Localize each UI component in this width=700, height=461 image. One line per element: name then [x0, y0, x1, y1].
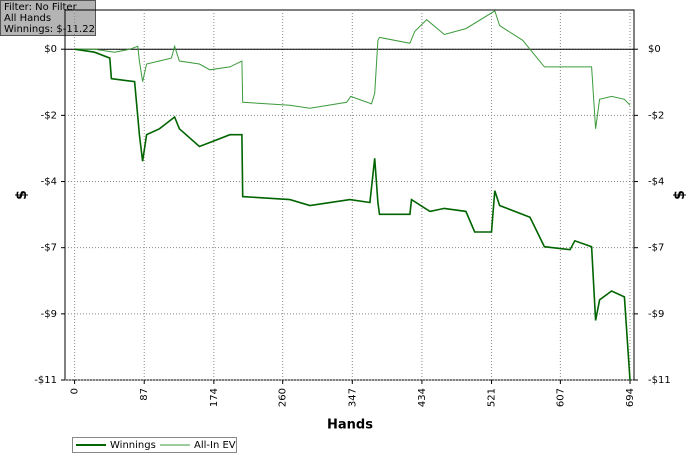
plot-frame [64, 9, 635, 381]
y2-tick-label: $0 [648, 44, 661, 55]
y2-tick-label: -$2 [648, 110, 664, 121]
x-tick-label: 607 [555, 388, 566, 407]
x-tick-label: 260 [278, 388, 289, 407]
legend-label: All-In EV [194, 440, 236, 451]
legend [72, 437, 237, 453]
x-axis-label: Hands [327, 418, 373, 433]
y-tick-label: -$7 [41, 243, 57, 254]
x-tick-label: 87 [139, 388, 150, 401]
y2-axis-label: $ [672, 190, 688, 200]
y2-tick-label: -$4 [648, 177, 664, 188]
y-tick-label: -$4 [41, 177, 57, 188]
y-tick-label: $0 [44, 44, 57, 55]
y2-tick-label: -$11 [648, 375, 671, 386]
info-filter: Filter: No Filter [4, 2, 78, 13]
x-tick-label: 521 [487, 388, 498, 407]
y2-tick-label: -$7 [648, 243, 664, 254]
x-tick-label: 434 [417, 388, 428, 407]
info-box: Filter: No Filter All Hands Winnings: $-… [0, 0, 96, 36]
info-winnings: Winnings: $-11.22 [4, 24, 95, 35]
y-tick-label: -$2 [41, 110, 57, 121]
y-tick-label: -$9 [41, 309, 57, 320]
y2-tick-label: -$9 [648, 309, 664, 320]
info-hands: All Hands [4, 13, 51, 24]
y-axis-label: $ [14, 190, 30, 200]
legend-label: Winnings [110, 440, 156, 451]
info-box-bg [0, 0, 96, 36]
x-tick-label: 347 [347, 388, 358, 407]
x-tick-label: 694 [625, 388, 636, 407]
series-line [74, 10, 631, 129]
series-line [74, 48, 631, 381]
x-tick-label: 174 [209, 388, 220, 407]
y-tick-label: -$11 [34, 375, 57, 386]
x-tick-label: 0 [70, 388, 81, 394]
